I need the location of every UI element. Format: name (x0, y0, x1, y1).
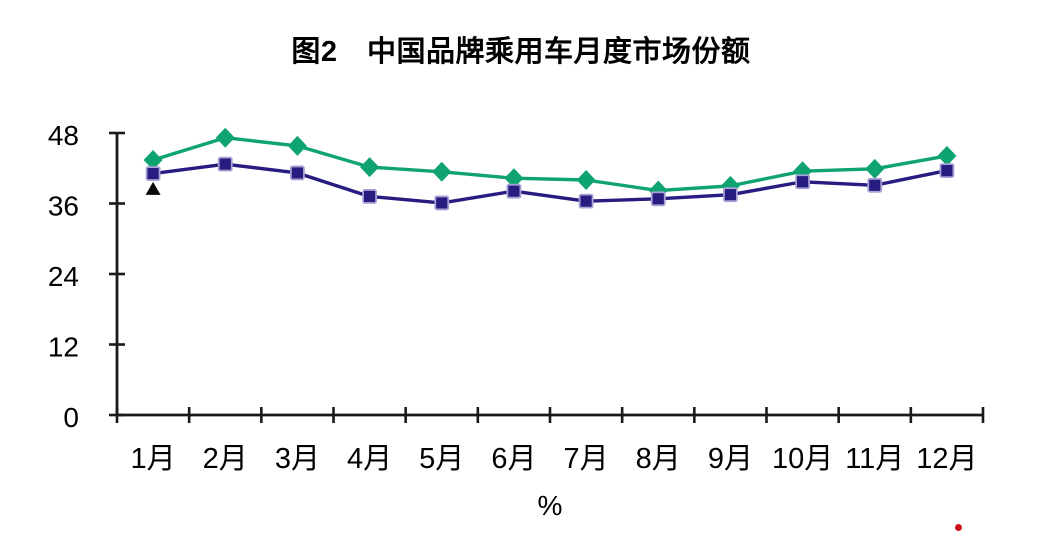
chart-title: 图2 中国品牌乘用车月度市场份额 (291, 36, 751, 68)
navy-square-series-marker (795, 174, 810, 190)
navy-square-series-marker (362, 189, 377, 204)
black-triangle-point-marker (145, 181, 161, 195)
navy-square-series-marker (217, 156, 233, 172)
navy-square-series-line (152, 162, 948, 205)
green-diamond-series-marker (576, 170, 596, 190)
y-axis-tick-label: 24 (48, 261, 79, 292)
navy-square-series-marker (650, 191, 666, 207)
x-axis-month-label: 5月 (419, 443, 464, 475)
x-axis-month-label: 2月 (203, 443, 248, 475)
green-diamond-series-marker (937, 145, 957, 166)
x-axis-month-label: 10月 (772, 443, 833, 475)
y-axis-tick-label: 48 (48, 120, 79, 151)
green-diamond-series-marker (360, 157, 380, 178)
y-axis-tick-label: 36 (48, 191, 79, 222)
x-axis-month-label: 8月 (636, 443, 681, 475)
x-axis-month-label: 11月 (845, 443, 904, 475)
y-axis-tick-label: 0 (63, 402, 79, 433)
x-axis-month-label: 9月 (708, 443, 753, 475)
x-axis-month-label: 12月 (916, 443, 977, 475)
green-diamond-series-marker (215, 127, 235, 148)
green-diamond-series-marker (143, 150, 163, 171)
navy-square-series-marker (506, 183, 522, 199)
x-axis-unit-label: % (537, 490, 563, 521)
y-axis-tick-label: 12 (48, 332, 79, 363)
green-diamond-series-marker (432, 161, 452, 182)
green-diamond-series-line (152, 135, 948, 193)
navy-square-series-marker (939, 163, 955, 179)
x-axis-month-label: 3月 (275, 443, 320, 475)
navy-square-series-marker (867, 177, 883, 193)
green-diamond-series-marker (287, 135, 307, 156)
navy-square-series-marker (290, 165, 305, 181)
navy-square-series-marker (723, 187, 738, 203)
green-diamond-series-marker (865, 158, 885, 179)
x-axis-month-label: 6月 (491, 443, 536, 475)
x-axis-month-label: 4月 (347, 443, 392, 475)
x-axis-month-label: 1月 (131, 443, 176, 475)
navy-square-series-marker (578, 193, 594, 209)
red-dot (955, 524, 962, 531)
navy-square-series-marker (145, 166, 161, 181)
navy-square-series-marker (434, 195, 450, 211)
x-axis-month-label: 7月 (564, 443, 609, 475)
green-diamond-series-marker (504, 168, 524, 189)
